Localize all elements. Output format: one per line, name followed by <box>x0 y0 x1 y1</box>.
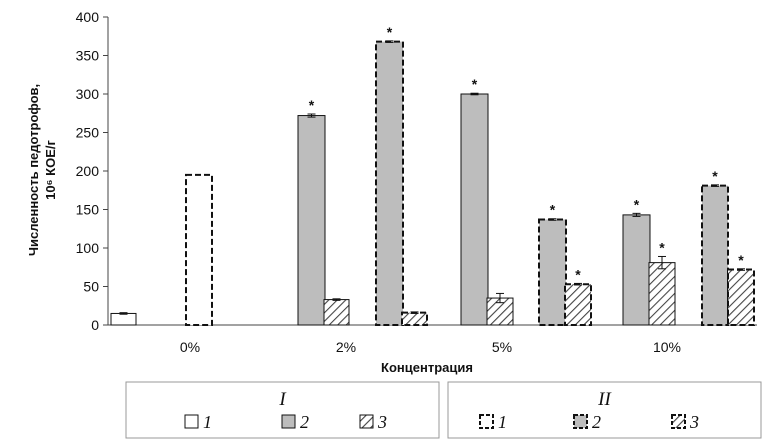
bar-I-3-2% <box>323 299 350 326</box>
legend-label: 2 <box>300 412 309 432</box>
legend-label: 2 <box>592 412 601 432</box>
legend: I 1 2 3 II 1 2 3 <box>125 381 762 439</box>
y-axis-title-line2: 10⁶ КОЕ/г <box>43 140 58 200</box>
significance-marker: * <box>659 239 665 255</box>
y-tick-label: 400 <box>76 9 100 25</box>
bar-II-2-2% <box>375 40 404 326</box>
y-tick-label: 350 <box>76 48 100 64</box>
significance-marker: * <box>309 97 315 113</box>
legend-swatch <box>479 414 494 429</box>
y-tick-label: 150 <box>76 202 100 218</box>
significance-marker: * <box>575 266 581 282</box>
legend-swatch <box>359 414 374 429</box>
y-tick-label: 250 <box>76 125 100 141</box>
y-tick-label: 200 <box>76 163 100 179</box>
x-tick-label: 2% <box>336 339 356 355</box>
legend-swatch <box>573 414 588 429</box>
significance-marker: * <box>387 24 393 40</box>
bar-II-3-2% <box>401 311 428 326</box>
significance-marker: * <box>738 252 744 268</box>
significance-marker: * <box>550 202 556 218</box>
bar-II-2-10% <box>701 184 729 326</box>
legend-box-II <box>447 381 762 439</box>
x-tick-label: 10% <box>653 339 681 355</box>
y-tick-label: 0 <box>91 317 99 333</box>
bar-II-3-10% <box>727 268 755 326</box>
bars: * * * * * * * * * <box>110 24 755 327</box>
y-tick-label: 50 <box>83 279 99 295</box>
y-tick-label: 100 <box>76 240 100 256</box>
legend-label: 1 <box>203 412 212 432</box>
legend-box-I <box>125 381 440 439</box>
x-axis-title: Концентрация <box>381 360 473 375</box>
bar-I-2-2% <box>297 115 326 326</box>
x-tick-label: 0% <box>180 339 200 355</box>
y-tick-label: 300 <box>76 86 100 102</box>
bar-I-2-5% <box>460 93 489 326</box>
bar-II-1-0% <box>185 173 213 326</box>
x-tick-label: 5% <box>492 339 512 355</box>
bar-II-3-5% <box>564 283 592 327</box>
legend-swatch <box>281 414 296 429</box>
bar-II-2-5% <box>538 218 567 326</box>
legend-label: 1 <box>498 412 507 432</box>
legend-group-title: I <box>278 389 287 410</box>
legend-swatch <box>184 414 199 429</box>
bar-I-3-10% <box>648 262 676 326</box>
significance-marker: * <box>472 76 478 92</box>
y-axis-title: Численность педотрофов, 10⁶ КОЕ/г <box>26 84 58 256</box>
y-axis-title-line1: Численность педотрофов, <box>26 84 41 256</box>
bar-I-1-0% <box>110 312 137 326</box>
legend-label: 3 <box>689 412 699 432</box>
significance-marker: * <box>712 168 718 184</box>
legend-label: 3 <box>377 412 387 432</box>
x-axis-tick-labels: 0% 2% 5% 10% <box>180 339 681 355</box>
legend-swatch <box>671 414 686 429</box>
legend-group-title: II <box>597 389 612 410</box>
bar-I-2-10% <box>622 214 651 326</box>
y-axis-ticks: 0 50 100 150 200 250 300 350 400 <box>76 9 108 333</box>
significance-marker: * <box>634 196 640 212</box>
